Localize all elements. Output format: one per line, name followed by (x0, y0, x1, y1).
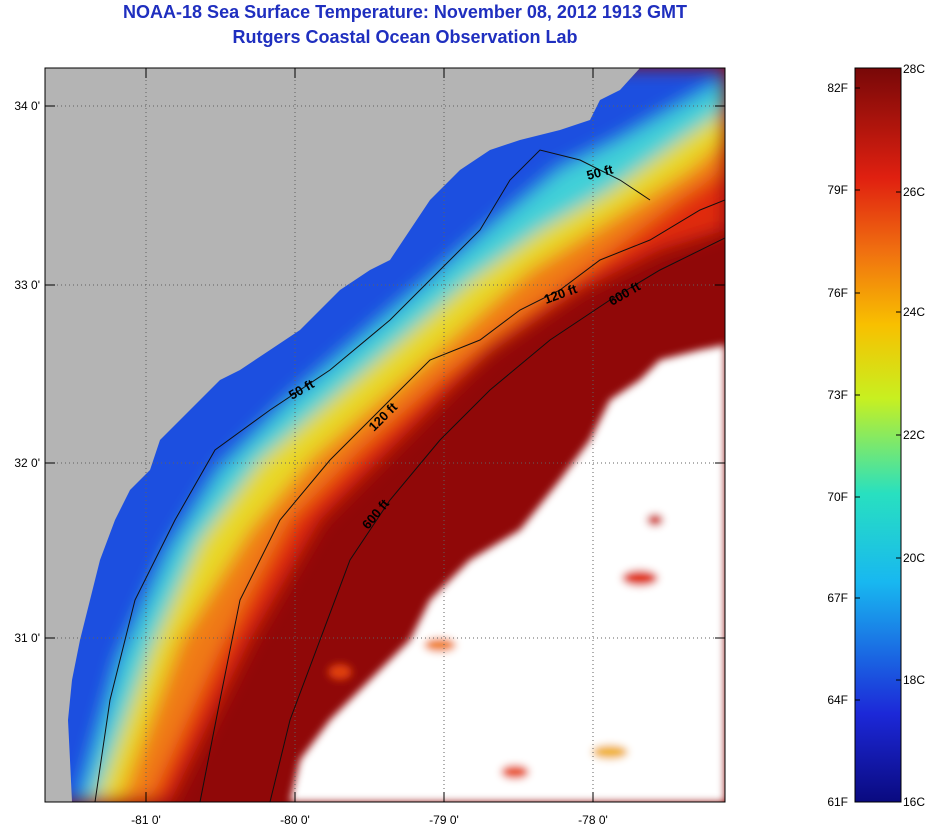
lat-label: 31 0' (14, 631, 40, 645)
lon-label: -79 0' (429, 813, 459, 827)
axis-ticks (45, 68, 725, 802)
lon-label: -78 0' (578, 813, 608, 827)
lat-label: 33 0' (14, 278, 40, 292)
colorbar-c-label: 16C (903, 795, 925, 809)
colorbar-f-label: 76F (827, 286, 848, 300)
map-border (44, 67, 726, 803)
contour-50ft (94, 149, 651, 802)
lon-label: -81 0' (131, 813, 161, 827)
colorbar-c-label: 26C (903, 185, 925, 199)
lon-label: -80 0' (280, 813, 310, 827)
cloud-cover (290, 345, 725, 802)
land-mass (45, 68, 640, 802)
lat-lon-grid (45, 68, 725, 802)
colorbar-f-label: 73F (827, 388, 848, 402)
colorbar-c-label: 28C (903, 62, 925, 76)
colorbar-f-label: 70F (827, 490, 848, 504)
bathymetry-contours (94, 149, 725, 802)
colorbar-f-label: 79F (827, 183, 848, 197)
lat-label: 34 0' (14, 99, 40, 113)
colorbar (854, 67, 902, 803)
colorbar-c-label: 18C (903, 673, 925, 687)
colorbar-f-label: 82F (827, 81, 848, 95)
contour-label-50ft-north: 50 ft (585, 161, 615, 183)
colorbar-c-label: 24C (903, 305, 925, 319)
colorbar-f-label: 64F (827, 693, 848, 707)
colorbar-c-label: 20C (903, 551, 925, 565)
colorbar-ticks (855, 67, 901, 701)
contour-120ft (199, 199, 725, 802)
map-subtitle: Rutgers Coastal Ocean Observation Lab (232, 27, 578, 47)
colorbar-f-label: 61F (827, 795, 848, 809)
map-title: NOAA-18 Sea Surface Temperature: Novembe… (123, 2, 687, 22)
lat-label: 32 0' (14, 456, 40, 470)
contour-600ft (269, 237, 725, 802)
colorbar-c-label: 22C (903, 428, 925, 442)
colorbar-f-label: 67F (827, 591, 848, 605)
map-panel: 50 ft 120 ft 600 ft 50 ft 120 ft 600 ft (45, 68, 725, 802)
